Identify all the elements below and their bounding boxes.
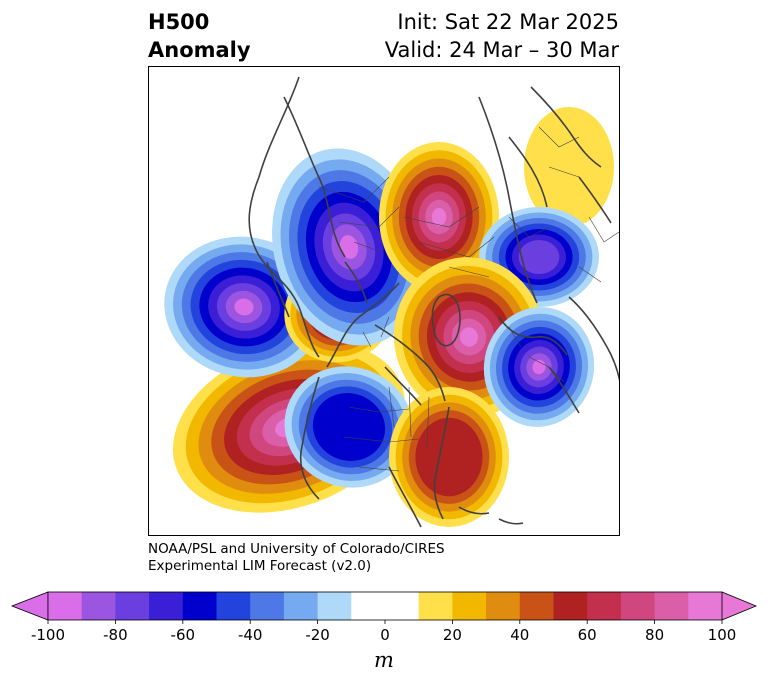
colorbar-cell [115, 592, 150, 620]
field-title: Anomaly [148, 38, 251, 62]
colorbar-cell [519, 592, 554, 620]
colorbar-tick-label: 80 [645, 626, 664, 642]
ridge-europe-scandinavia [393, 257, 545, 417]
init-date: Init: Sat 22 Mar 2025 [397, 10, 619, 34]
colorbar-tick-label: -20 [305, 626, 330, 642]
anomaly-contour-fill [524, 107, 614, 227]
colorbar-tick-label: 40 [510, 626, 529, 642]
trough-eastern-atlantic [483, 307, 595, 427]
colorbar-cell [48, 592, 83, 620]
political-borders [318, 126, 619, 472]
anomaly-contour-fill [518, 240, 560, 274]
colorbar-tick-label: 100 [708, 626, 737, 642]
anomaly-contours [164, 107, 614, 527]
colorbar-cell [81, 592, 116, 620]
trough-southwestern-united-states [284, 366, 414, 488]
colorbar-tick-label: 60 [578, 626, 597, 642]
variable-title: H500 [148, 10, 210, 34]
colorbar-cell [418, 592, 453, 620]
colorbar-tick-label: 20 [443, 626, 462, 642]
colorbar-ticks: -100 -80 -60 -40 -20 0 20 40 60 80 100 [31, 620, 736, 642]
colorbar-cells [10, 591, 758, 621]
colorbar-extend-low [10, 591, 49, 621]
data-credit: NOAA/PSL and University of Colorado/CIRE… [148, 541, 445, 575]
colorbar-cell [317, 592, 352, 620]
anomaly-map-canvas [149, 67, 619, 535]
colorbar-cell [486, 592, 521, 620]
colorbar: -100 -80 -60 -40 -20 0 20 40 60 80 100 [10, 591, 758, 642]
colorbar-cell [182, 592, 217, 620]
ridge-central-asia [379, 142, 499, 292]
colorbar-tick-label: -80 [103, 626, 128, 642]
colorbar-cell [452, 592, 487, 620]
colorbar-cell [654, 592, 689, 620]
ridge-southeast-asia [524, 107, 614, 227]
anomaly-contour-fill [431, 208, 447, 226]
colorbar-cell [149, 592, 184, 620]
colorbar-tick-label: -40 [238, 626, 263, 642]
colorbar-cell [620, 592, 656, 620]
trough-alaska-gulf-of-alaska [164, 236, 324, 378]
colorbar-cell [216, 592, 251, 620]
colorbar-unit: m [374, 648, 394, 672]
colorbar-cell [351, 592, 386, 620]
anomaly-map [148, 66, 620, 536]
colorbar-extend-high [721, 591, 758, 621]
coastlines [248, 76, 619, 528]
colorbar-cell [385, 592, 420, 620]
colorbar-cell [250, 592, 285, 620]
forecast-dates: Init: Sat 22 Mar 2025 Valid: 24 Mar – 30… [385, 8, 619, 64]
ridge-eastern-united-states [389, 387, 509, 527]
credit-line-2: Experimental LIM Forecast (v2.0) [148, 558, 372, 574]
anomaly-contour-fill [339, 235, 359, 259]
colorbar-cell [283, 592, 319, 620]
anomaly-contour-fill [459, 327, 479, 347]
colorbar-tick-label: -60 [171, 626, 196, 642]
colorbar-tick-label: 0 [380, 626, 390, 642]
anomaly-contour-fill [234, 298, 254, 316]
anomaly-contour-fill [415, 417, 483, 497]
colorbar-cell [587, 592, 622, 620]
colorbar-tick-label: -100 [31, 626, 65, 642]
colorbar-cell [688, 592, 723, 620]
credit-line-1: NOAA/PSL and University of Colorado/CIRE… [148, 541, 445, 557]
colorbar-cell [553, 592, 588, 620]
trough-siberia [272, 148, 426, 346]
map-title: H500 Anomaly [148, 8, 251, 64]
valid-date: Valid: 24 Mar – 30 Mar [384, 38, 619, 62]
